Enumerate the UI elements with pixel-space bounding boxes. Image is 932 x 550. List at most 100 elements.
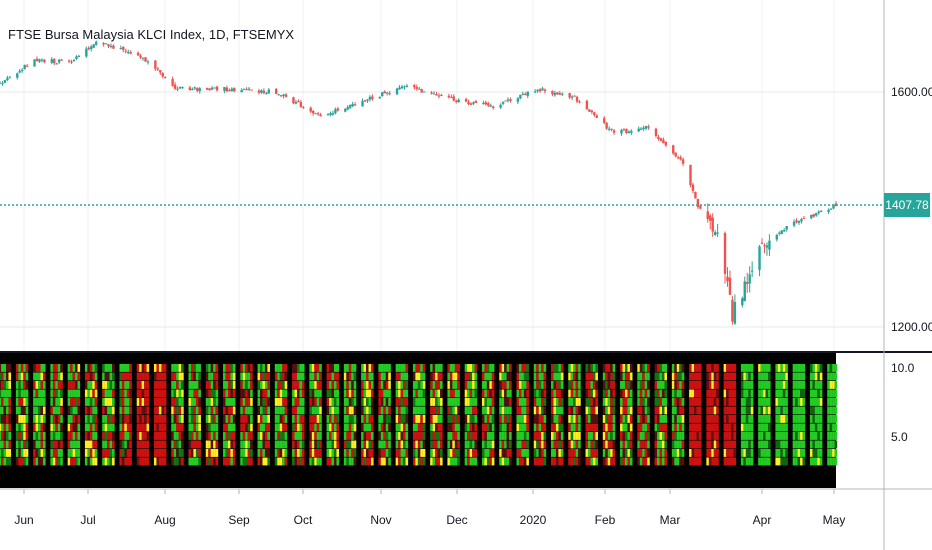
heatmap-cell bbox=[758, 364, 761, 372]
heatmap-cell bbox=[698, 423, 702, 432]
heatmap-cell bbox=[25, 449, 29, 457]
heatmap-cell bbox=[800, 389, 803, 398]
heatmap-cell bbox=[15, 406, 19, 415]
heatmap-cell bbox=[398, 372, 401, 381]
candle-up bbox=[77, 55, 81, 57]
heatmap-cell bbox=[449, 372, 453, 381]
heatmap-cell bbox=[800, 398, 803, 406]
heatmap-cell bbox=[398, 423, 401, 432]
heatmap-cell bbox=[294, 432, 298, 440]
heatmap-cell bbox=[578, 457, 581, 466]
heatmap-cell bbox=[102, 381, 105, 389]
heatmap-cell bbox=[279, 415, 283, 423]
heatmap-cell bbox=[607, 389, 611, 398]
heatmap-cell bbox=[378, 398, 381, 406]
heatmap-cell bbox=[642, 457, 645, 466]
heatmap-cell bbox=[620, 432, 623, 440]
heatmap-cell bbox=[659, 381, 663, 389]
heatmap-cell bbox=[67, 389, 71, 398]
heatmap-cell bbox=[817, 381, 820, 389]
heatmap-cell bbox=[267, 457, 271, 466]
heatmap-cell bbox=[454, 432, 458, 440]
heatmap-cell bbox=[560, 406, 564, 415]
heatmap-cell bbox=[817, 457, 820, 466]
heatmap-cell bbox=[156, 449, 160, 457]
heatmap-cell bbox=[689, 423, 692, 432]
heatmap-cell bbox=[84, 440, 88, 449]
heatmap-cell bbox=[388, 372, 391, 381]
heatmap-cell bbox=[380, 457, 384, 466]
heatmap-cell bbox=[809, 389, 813, 398]
heatmap-cell bbox=[553, 457, 557, 466]
heatmap-cell bbox=[716, 457, 719, 466]
candle-up bbox=[8, 76, 12, 78]
heatmap-cell bbox=[728, 398, 732, 406]
heatmap-cell bbox=[190, 457, 194, 466]
heatmap-cell bbox=[42, 389, 46, 398]
heatmap-cell bbox=[223, 457, 226, 466]
heatmap-cell bbox=[661, 406, 665, 415]
heatmap-cell bbox=[294, 364, 298, 372]
heatmap-cell bbox=[173, 372, 177, 381]
heatmap-cell bbox=[311, 440, 315, 449]
heatmap-cell bbox=[309, 381, 312, 389]
heatmap-cell bbox=[346, 449, 349, 457]
candle-up bbox=[94, 41, 98, 45]
heatmap-cell bbox=[723, 432, 727, 440]
heatmap-cell bbox=[602, 457, 606, 466]
heatmap-cell bbox=[257, 398, 261, 406]
heatmap-cell bbox=[706, 389, 709, 398]
heatmap-cell bbox=[161, 372, 164, 381]
heatmap-cell bbox=[481, 406, 485, 415]
heatmap-cell bbox=[188, 398, 192, 406]
heatmap-cell bbox=[190, 389, 194, 398]
heatmap-cell bbox=[536, 432, 539, 440]
heatmap-cell bbox=[647, 389, 650, 398]
heatmap-cell bbox=[420, 406, 423, 415]
heatmap-cell bbox=[639, 398, 643, 406]
heatmap-cell bbox=[716, 406, 719, 415]
heatmap-cell bbox=[173, 364, 177, 372]
heatmap-cell bbox=[277, 381, 280, 389]
heatmap-cell bbox=[644, 372, 648, 381]
heatmap-cell bbox=[639, 381, 643, 389]
heatmap-cell bbox=[731, 415, 734, 423]
heatmap-cell bbox=[67, 372, 71, 381]
heatmap-cell bbox=[422, 457, 426, 466]
heatmap-cell bbox=[647, 449, 650, 457]
heatmap-cell bbox=[551, 423, 554, 432]
heatmap-cell bbox=[472, 398, 475, 406]
heatmap-cell bbox=[679, 364, 682, 372]
heatmap-cell bbox=[299, 449, 303, 457]
heatmap-cell bbox=[745, 406, 749, 415]
candle-down bbox=[469, 103, 473, 105]
heatmap-cell bbox=[331, 364, 335, 372]
heatmap-cell bbox=[657, 457, 660, 466]
heatmap-cell bbox=[274, 432, 278, 440]
heatmap-cell bbox=[435, 440, 438, 449]
heatmap-cell bbox=[578, 423, 581, 432]
heatmap-cell bbox=[388, 432, 391, 440]
heatmap-cell bbox=[521, 457, 525, 466]
heatmap-cell bbox=[121, 432, 125, 440]
heatmap-cell bbox=[378, 364, 381, 372]
heatmap-cell bbox=[763, 440, 766, 449]
heatmap-cell bbox=[657, 398, 660, 406]
heatmap-cell bbox=[595, 449, 598, 457]
heatmap-cell bbox=[264, 440, 268, 449]
heatmap-cell bbox=[15, 457, 19, 466]
heatmap-cell bbox=[711, 398, 714, 406]
heatmap-cell bbox=[398, 440, 401, 449]
heatmap-cell bbox=[674, 432, 677, 440]
heatmap-cell bbox=[311, 415, 315, 423]
heatmap-cell bbox=[282, 415, 285, 423]
heatmap-cell bbox=[698, 398, 702, 406]
heatmap-cell bbox=[343, 457, 347, 466]
heatmap-cell bbox=[420, 372, 423, 381]
heatmap-cell bbox=[146, 457, 150, 466]
heatmap-cell bbox=[523, 415, 527, 423]
heatmap-cell bbox=[484, 415, 488, 423]
heatmap-cell bbox=[765, 381, 769, 389]
heatmap-cell bbox=[38, 364, 41, 372]
